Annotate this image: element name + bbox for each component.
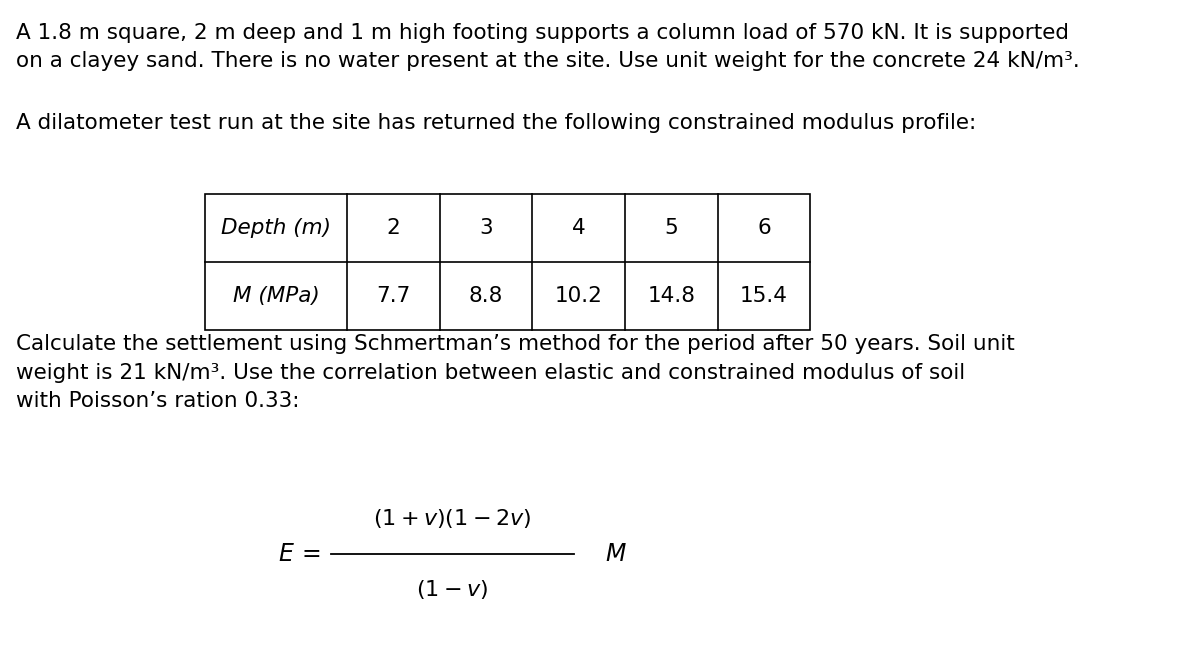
Text: 14.8: 14.8 [647,286,695,307]
Text: 8.8: 8.8 [469,286,503,307]
Text: 5: 5 [665,218,678,238]
Text: 10.2: 10.2 [554,286,602,307]
Text: A dilatometer test run at the site has returned the following constrained modulu: A dilatometer test run at the site has r… [16,113,976,133]
Text: Depth (m): Depth (m) [221,218,331,238]
Text: $(1 - v)$: $(1 - v)$ [416,578,488,601]
Text: 7.7: 7.7 [377,286,410,307]
Text: 6: 6 [757,218,770,238]
Text: A 1.8 m square, 2 m deep and 1 m high footing supports a column load of 570 kN. : A 1.8 m square, 2 m deep and 1 m high fo… [16,23,1080,71]
Text: 15.4: 15.4 [740,286,788,307]
Text: $(1 + v)(1 - 2v)$: $(1 + v)(1 - 2v)$ [373,507,532,530]
Text: 4: 4 [572,218,586,238]
Text: M (MPa): M (MPa) [233,286,319,307]
Text: Calculate the settlement using Schmertman’s method for the period after 50 years: Calculate the settlement using Schmertma… [16,334,1014,411]
Text: 2: 2 [386,218,401,238]
Text: $M$: $M$ [605,542,626,566]
Text: $E\, =$: $E\, =$ [278,542,320,566]
Text: 3: 3 [479,218,493,238]
FancyBboxPatch shape [205,194,810,330]
